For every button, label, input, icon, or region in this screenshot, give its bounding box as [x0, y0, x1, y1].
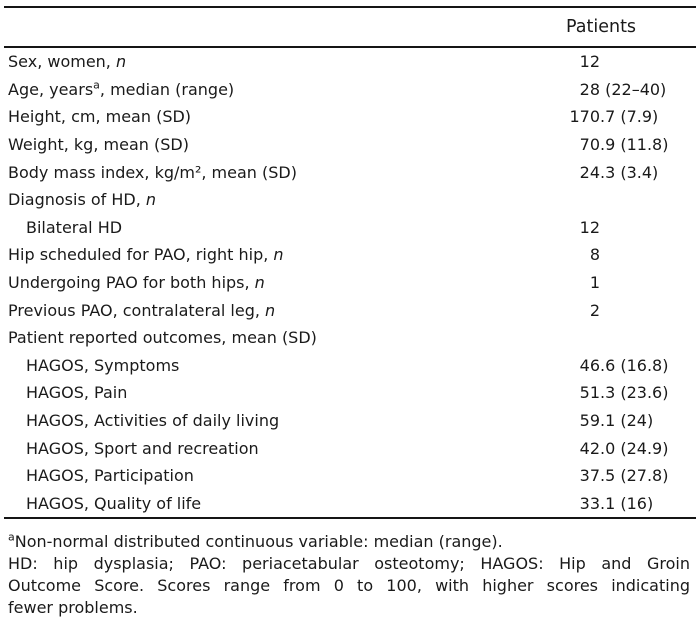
footnote-a-text: Non-normal distributed continuous variab…: [14, 532, 503, 552]
row-label: Weight, kg, mean (SD): [8, 135, 189, 155]
footnote-a-marker: a: [8, 530, 15, 544]
row-label: HAGOS, Pain: [26, 383, 128, 403]
table-body: Sex, women, n 12 Age, yearsa, median (rang…: [4, 48, 696, 517]
row-label: Sex, women, n: [8, 52, 127, 72]
row-value: 8: [589, 245, 600, 265]
row-value: 70.9 (11.8): [579, 135, 669, 155]
table-row: Height, cm, mean (SD) 170.7 (7.9): [4, 103, 696, 131]
row-value: 12: [579, 217, 600, 237]
row-label: Body mass index, kg/m², mean (SD): [8, 162, 297, 182]
table-row: Diagnosis of HD, n: [4, 186, 696, 214]
row-label: HAGOS, Sport and recreation: [26, 438, 259, 458]
table-row: Body mass index, kg/m², mean (SD) 24.3 (3…: [4, 158, 696, 186]
row-label: Bilateral HD: [26, 217, 123, 237]
table-row: Weight, kg, mean (SD) 70.9 (11.8): [4, 131, 696, 159]
row-label: HAGOS, Participation: [26, 466, 194, 486]
row-label: HAGOS, Symptoms: [26, 355, 180, 375]
column-header-patients: Patients: [566, 17, 637, 37]
table-row: Previous PAO, contralateral leg, n 2: [4, 296, 696, 324]
table-top-rule: [4, 6, 696, 8]
row-value: 37.5 (27.8): [579, 466, 669, 486]
row-value: 170.7 (7.9): [569, 107, 659, 127]
footnotes: aNon-normal distributed continuous varia…: [4, 531, 696, 619]
row-label: HAGOS, Activities of daily living: [26, 411, 280, 431]
row-label: Height, cm, mean (SD): [8, 107, 192, 127]
row-label: Previous PAO, contralateral leg, n: [8, 300, 276, 320]
row-label: HAGOS, Quality of life: [26, 493, 202, 513]
table-row: Sex, women, n 12: [4, 48, 696, 76]
row-value: 2: [589, 300, 600, 320]
row-value: 46.6 (16.8): [579, 355, 669, 375]
table-header-rule: [4, 46, 696, 48]
row-value: 28 (22–40): [579, 79, 667, 99]
table-row: Bilateral HD 12: [4, 214, 696, 242]
row-value: 33.1 (16): [579, 493, 654, 513]
row-label: Hip scheduled for PAO, right hip, n: [8, 245, 284, 265]
row-value: 59.1 (24): [579, 411, 654, 431]
footnote-a: aNon-normal distributed continuous varia…: [8, 531, 690, 553]
table-row: Hip scheduled for PAO, right hip, n 8: [4, 241, 696, 269]
table-row: HAGOS, Activities of daily living 59.1 (2…: [4, 407, 696, 435]
footnote-abbreviations: HD: hip dysplasia; PAO: periacetabular o…: [8, 553, 690, 619]
table-row: Age, yearsa, median (range) 28 (22–40): [4, 76, 696, 104]
row-value: 51.3 (23.6): [579, 383, 669, 403]
table-row: Undergoing PAO for both hips, n 1: [4, 269, 696, 297]
row-label: Age, yearsa, median (range): [8, 78, 235, 99]
table-row: HAGOS, Quality of life 33.1 (16): [4, 490, 696, 518]
table-row: Patient reported outcomes, mean (SD): [4, 324, 696, 352]
row-value: 1: [589, 273, 600, 293]
row-label: Diagnosis of HD, n: [8, 190, 157, 210]
row-label: Undergoing PAO for both hips, n: [8, 273, 265, 293]
table-row: HAGOS, Sport and recreation 42.0 (24.9): [4, 434, 696, 462]
row-value: 24.3 (3.4): [579, 162, 659, 182]
footnote-abbreviations-line: fewer problems.: [8, 598, 138, 618]
table-header-row: Patients: [4, 8, 696, 46]
table-row: HAGOS, Symptoms 46.6 (16.8): [4, 352, 696, 380]
table-row: HAGOS, Participation 37.5 (27.8): [4, 462, 696, 490]
table-bottom-rule: [4, 517, 696, 520]
table-row: HAGOS, Pain 51.3 (23.6): [4, 379, 696, 407]
row-value: 42.0 (24.9): [579, 438, 669, 458]
row-value: 12: [579, 52, 600, 72]
footnote-abbreviations-line: HD: hip dysplasia; PAO: periacetabular o…: [8, 554, 690, 574]
footnote-abbreviations-line: Outcome Score. Scores range from 0 to 10…: [8, 576, 690, 596]
row-label: Patient reported outcomes, mean (SD): [8, 328, 317, 348]
